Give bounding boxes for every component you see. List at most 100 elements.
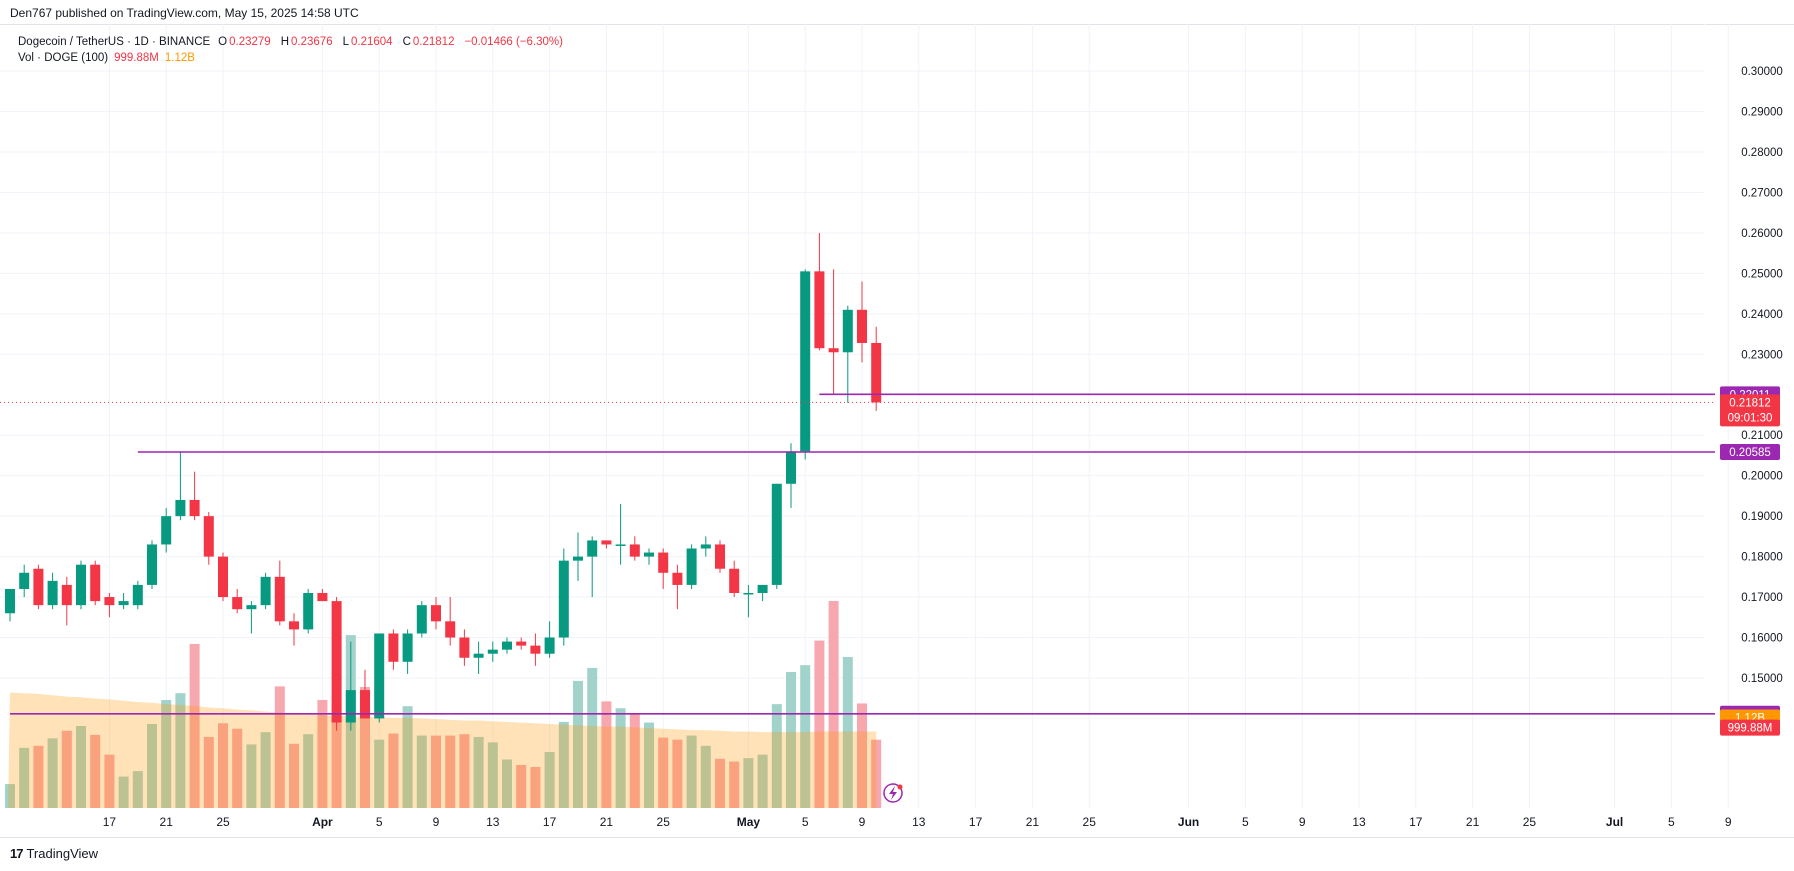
lightning-icon[interactable] (883, 783, 903, 803)
candle-body (786, 451, 796, 484)
candle-body (700, 544, 711, 549)
candle-body (175, 499, 186, 517)
volume-bar (19, 747, 30, 808)
x-tick-label: 25 (1523, 815, 1537, 829)
x-tick-label: 21 (1466, 815, 1480, 829)
volume-bar (189, 644, 200, 808)
candle-body (658, 552, 669, 573)
candle-body (147, 544, 157, 585)
candle-body (502, 641, 512, 650)
x-tick-label: 21 (160, 815, 174, 829)
x-tick-label: 5 (1242, 815, 1249, 829)
footer-brand[interactable]: 17 TradingView (10, 846, 98, 861)
candle-body (189, 499, 200, 517)
candle-body (416, 605, 427, 634)
y-tick-label: 0.25000 (1741, 268, 1783, 280)
volume-bar (459, 734, 470, 808)
volume-bar (715, 758, 725, 808)
x-tick-label: 21 (1026, 815, 1040, 829)
candle-body (402, 633, 413, 662)
x-tick-label: 13 (1352, 815, 1366, 829)
y-tick-label: 0.24000 (1741, 309, 1783, 321)
y-tick-label: 0.16000 (1741, 633, 1783, 645)
candle-body (33, 568, 44, 606)
volume-bar (402, 706, 413, 808)
grid-lines (0, 24, 1729, 808)
volume-bar (374, 739, 385, 808)
volume-bar (558, 721, 569, 808)
candle-body (487, 649, 498, 654)
volume-bar (672, 739, 683, 808)
volume-bar (828, 600, 839, 808)
y-tick-label: 0.27000 (1741, 187, 1783, 199)
candle-body (587, 540, 598, 557)
candle-body (132, 584, 143, 606)
volume-bar (303, 734, 314, 808)
volume-bar (104, 754, 115, 808)
volume-bar (90, 734, 101, 808)
close-label: C (402, 36, 411, 48)
candle-body (629, 544, 640, 557)
volume-bar (161, 700, 172, 808)
candle-body (686, 548, 697, 585)
candle-body (303, 593, 314, 630)
volume-bar (757, 754, 768, 808)
candle-body (345, 690, 356, 723)
candle-body (544, 637, 555, 654)
close-value: 0.21812 (412, 36, 455, 48)
level-badge-bg (1720, 444, 1780, 461)
volume-bar (871, 739, 882, 808)
volume-bar (658, 737, 669, 808)
candle-body (558, 560, 569, 638)
x-tick-label: 9 (859, 815, 866, 829)
candle-body (615, 544, 626, 546)
volume-bar (33, 745, 44, 808)
x-tick-label: Jul (1606, 815, 1623, 829)
candle-body (828, 348, 839, 353)
candle-body (644, 552, 654, 557)
x-tick-label: 9 (433, 815, 440, 829)
volume-bar (218, 723, 228, 808)
candle-body (672, 572, 683, 585)
x-tick-label: 25 (657, 815, 671, 829)
candle-body (104, 597, 115, 606)
volume-bar (842, 656, 853, 808)
volume-bar (686, 735, 697, 808)
price-axis[interactable]: 0.30000 0.29000 0.28000 0.27000 0.26000 0.250… (1741, 66, 1783, 685)
volume-bar (644, 722, 654, 808)
candle-body (715, 544, 725, 569)
candle-body (260, 576, 271, 606)
symbol-label[interactable]: Dogecoin / TetherUS · 1D · BINANCE (18, 36, 211, 48)
volume-badge-bg (1720, 719, 1780, 736)
volume-bar (544, 751, 555, 808)
volume-ma-fill (8, 692, 877, 808)
volume-bar (573, 680, 583, 808)
candle-body (289, 621, 299, 630)
candle-body (842, 309, 853, 353)
chart-frame[interactable] (0, 24, 1794, 838)
volume-ma-value: 1.12B (164, 52, 195, 64)
volume-bar (615, 708, 626, 808)
candle-body (431, 605, 441, 622)
candle-body (459, 637, 470, 658)
y-tick-label: 0.18000 (1741, 552, 1783, 564)
candle-body (90, 564, 101, 602)
x-tick-label: 13 (912, 815, 926, 829)
volume-label[interactable]: Vol · DOGE (100) (18, 52, 109, 64)
volume-bar (118, 776, 129, 808)
y-tick-label: 0.28000 (1741, 147, 1783, 159)
low-value: 0.21604 (351, 36, 393, 48)
open-value: 0.23279 (229, 36, 271, 48)
y-tick-label: 0.21000 (1741, 430, 1783, 442)
volume-bar (47, 738, 58, 808)
x-tick-label: 17 (969, 815, 983, 829)
candle-body (19, 572, 30, 589)
volume-bar (857, 703, 867, 808)
time-axis[interactable]: 17 21 25 Apr 5 9 13 17 21 25 May 5 9 13 17 21 25 Jun 5 9 13 1… (103, 815, 1732, 829)
volume-bar (147, 723, 157, 808)
volume-bar (786, 672, 796, 808)
y-tick-label: 0.30000 (1741, 66, 1783, 78)
x-tick-label: 17 (1409, 815, 1423, 829)
horizontal-levels[interactable] (0, 393, 1715, 715)
